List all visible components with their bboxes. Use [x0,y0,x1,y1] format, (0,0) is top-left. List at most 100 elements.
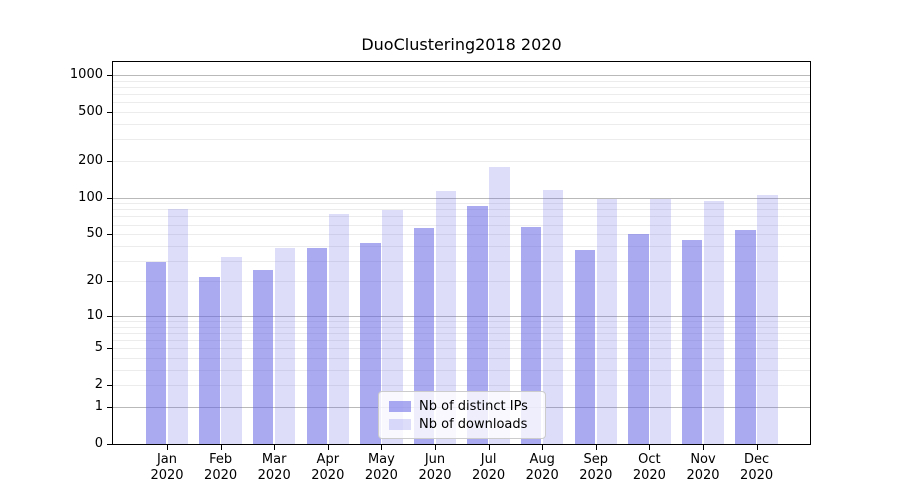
x-tick-month: Dec [744,452,770,467]
legend-swatch-downloads [389,418,411,430]
bar-downloads-sep [596,199,618,444]
x-tick-year: 2020 [525,467,559,483]
x-tick-month: Jul [480,452,497,467]
x-tick-label: Feb 2020 [186,452,256,483]
gridline-minor [113,160,810,162]
gridline-minor [113,102,810,104]
y-tick-label: 1000 [69,67,103,83]
x-tick-year: 2020 [311,467,345,483]
legend-swatch-distinct-ips [389,400,411,412]
y-tick [107,348,112,350]
bar-downloads-feb [221,257,242,444]
legend-label-distinct-ips: Nb of distinct IPs [419,398,528,414]
x-tick-year: 2020 [472,467,506,483]
x-tick-year: 2020 [686,467,720,483]
x-tick [381,445,383,450]
legend-item-distinct-ips: Nb of distinct IPs [389,398,535,414]
bar-distinct-ips-nov [681,239,703,444]
x-tick-month: Jun [424,452,446,467]
y-tick [107,75,112,77]
x-tick-year: 2020 [740,467,774,483]
x-tick-month: Aug [529,452,555,467]
gridline-minor [113,234,810,236]
gridline-major [113,75,810,77]
x-tick-month: Mar [261,452,287,467]
gridline-minor [113,94,810,96]
gridline-minor [113,112,810,114]
bar-distinct-ips-sep [574,249,596,444]
gridline-minor [113,80,810,82]
x-tick-label: Sep 2020 [561,452,631,483]
x-tick [488,445,490,450]
x-tick [220,445,222,450]
bar-distinct-ips-jan [145,262,167,444]
x-tick [756,445,758,450]
bar-distinct-ips-feb [199,276,220,444]
bar-downloads-oct [650,198,671,444]
bar-downloads-jun [435,191,457,444]
bar-downloads-nov [703,200,725,444]
bar-downloads-jul [489,166,510,444]
x-tick-month: May [367,452,395,467]
x-tick-month: Sep [583,452,609,467]
y-tick [107,385,112,387]
plot-area: Nb of distinct IPs Nb of downloads [112,61,811,445]
y-tick [107,281,112,283]
y-tick-label: 50 [86,226,103,242]
bar-downloads-aug [542,189,564,444]
gridline-minor [113,358,810,360]
bar-downloads-dec [757,194,778,444]
y-tick [107,197,112,199]
y-tick [107,112,112,114]
x-tick [167,445,168,450]
bar-distinct-ips-dec [735,230,756,444]
y-tick-label: 5 [94,340,103,356]
gridline-minor [113,124,810,125]
y-tick [107,444,112,445]
x-tick-month: Jan [156,452,178,467]
x-tick-label: Jul 2020 [454,452,524,483]
x-tick-year: 2020 [257,467,291,483]
legend-label-downloads: Nb of downloads [419,416,528,432]
gridline-minor [113,340,810,342]
x-tick-month: Oct [638,452,661,467]
x-tick [595,445,597,450]
y-tick-label: 20 [86,273,103,289]
x-tick-year: 2020 [579,467,613,483]
y-tick [107,234,112,236]
x-tick-label: Aug 2020 [507,452,577,483]
x-tick-label: May 2020 [346,452,416,483]
bar-distinct-ips-jul [467,206,488,444]
bar-distinct-ips-may [360,243,381,444]
x-tick-year: 2020 [632,467,666,483]
x-tick-year: 2020 [204,467,238,483]
x-tick [542,445,544,450]
gridline-minor [113,245,810,247]
x-tick [435,445,436,450]
bar-downloads-apr [328,214,350,444]
gridline-major [113,197,810,199]
x-tick-label: Jun 2020 [400,452,470,483]
y-tick [107,160,112,162]
y-tick-label: 200 [78,152,103,168]
x-tick [703,445,704,450]
gridline-minor [113,321,810,323]
gridline-minor [113,332,810,334]
x-tick [327,445,329,450]
gridline-minor [113,87,810,89]
x-tick-label: Jan 2020 [132,452,202,483]
gridline-minor [113,281,810,283]
legend: Nb of distinct IPs Nb of downloads [378,391,546,439]
bar-downloads-may [382,210,403,444]
gridline-minor [113,224,810,226]
x-tick [274,445,276,450]
y-tick-label: 500 [78,104,103,120]
bar-distinct-ips-apr [306,248,328,444]
y-tick-label: 0 [94,436,103,451]
y-tick-label: 100 [78,189,103,205]
bar-distinct-ips-aug [520,227,542,444]
gridline-minor [113,260,810,262]
legend-item-downloads: Nb of downloads [389,416,535,432]
x-tick-month: Feb [209,452,233,467]
